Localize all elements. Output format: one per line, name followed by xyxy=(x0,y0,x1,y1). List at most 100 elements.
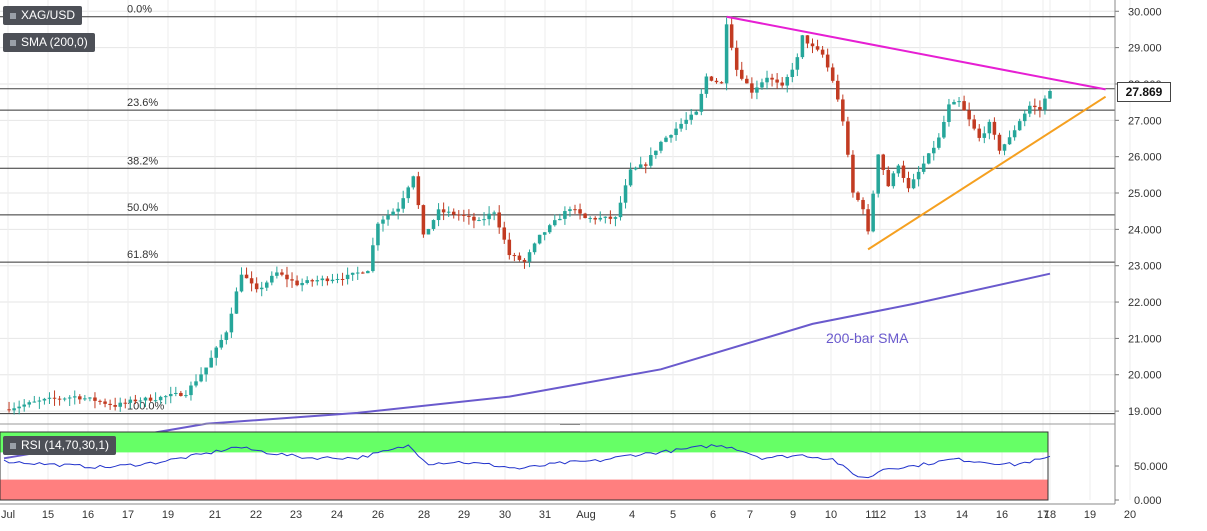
fib-level-label: 38.2% xyxy=(127,155,158,167)
candle-body xyxy=(745,78,749,84)
rsi-overbought-zone xyxy=(0,432,1048,453)
square-icon xyxy=(10,12,16,19)
y-tick-label: 22.000 xyxy=(1128,297,1162,309)
candle-body xyxy=(780,82,784,86)
candle-body xyxy=(911,179,916,189)
candle-body xyxy=(714,80,719,83)
candle-body xyxy=(153,400,158,402)
candle-body xyxy=(381,219,385,224)
candle-body xyxy=(568,209,572,212)
candle-body xyxy=(194,381,198,386)
symbol-chip[interactable]: XAG/USD xyxy=(3,6,83,25)
candle-body xyxy=(189,385,193,396)
candle-body xyxy=(770,77,774,80)
candle-body xyxy=(361,272,365,274)
candle-body xyxy=(386,215,390,220)
candle-body xyxy=(942,121,946,138)
candle-body xyxy=(982,133,987,138)
candle-body xyxy=(118,402,122,407)
candle-body xyxy=(67,397,72,399)
candle-body xyxy=(805,35,810,44)
candle-body xyxy=(664,137,668,142)
candle-body xyxy=(588,217,592,219)
x-tick-label: 12 xyxy=(874,509,886,521)
sma-chip[interactable]: SMA (200,0) xyxy=(3,33,95,52)
x-tick-label: Jul xyxy=(1,509,15,521)
candle-body xyxy=(547,225,552,233)
candle-body xyxy=(932,147,936,154)
last-price-label: 27.869 xyxy=(1117,82,1171,102)
candle-body xyxy=(209,357,213,368)
candle-body xyxy=(199,374,203,382)
candle-body xyxy=(1002,144,1007,151)
candle-body xyxy=(17,406,21,409)
candle-body xyxy=(108,403,112,406)
candle-body xyxy=(219,339,224,348)
support-trendline xyxy=(867,95,1107,251)
candle-body xyxy=(987,121,992,134)
candle-body xyxy=(103,401,107,404)
x-tick-label: 23 xyxy=(290,509,302,521)
x-tick-label: 11 xyxy=(865,509,876,521)
candle-body xyxy=(906,177,911,189)
candle-body xyxy=(462,214,466,216)
candle-body xyxy=(699,93,704,112)
candle-body xyxy=(325,278,330,282)
candle-body xyxy=(300,282,304,286)
candle-body xyxy=(633,167,638,170)
candle-body xyxy=(487,213,491,220)
candle-body xyxy=(113,405,117,407)
candle-body xyxy=(168,393,173,397)
candle-body xyxy=(148,397,153,401)
candle-body xyxy=(654,150,658,156)
rsi-oversold-zone xyxy=(0,479,1048,500)
candle-body xyxy=(93,397,97,401)
candle-body xyxy=(467,215,471,217)
candle-body xyxy=(1012,130,1017,138)
candle-body xyxy=(83,398,87,400)
candle-body xyxy=(1017,121,1022,131)
candle-body xyxy=(957,101,961,103)
y-tick-label: 26.000 xyxy=(1128,152,1162,164)
candle-body xyxy=(679,123,683,129)
candle-body xyxy=(158,396,163,401)
candle-body xyxy=(214,347,219,358)
candle-body xyxy=(593,217,597,220)
candle-body xyxy=(765,77,769,83)
y-tick-label: 23.000 xyxy=(1128,261,1162,273)
pane-resize-handle[interactable] xyxy=(560,424,580,432)
y-tick-label: 25.000 xyxy=(1128,188,1162,200)
candle-body xyxy=(472,216,476,221)
sma-annotation: 200-bar SMA xyxy=(826,330,909,346)
candle-body xyxy=(224,332,229,340)
candle-body xyxy=(800,35,805,58)
candle-body xyxy=(603,216,608,218)
candle-body xyxy=(431,220,436,229)
candle-body xyxy=(335,278,340,280)
x-tick-label: 28 xyxy=(418,509,430,521)
candle-body xyxy=(992,121,997,135)
candle-body xyxy=(810,43,815,47)
candle-body xyxy=(355,272,360,274)
candle-body xyxy=(244,274,249,279)
x-tick-label: 20 xyxy=(1124,509,1136,521)
candle-body xyxy=(42,398,47,401)
candle-body xyxy=(330,279,335,282)
candle-body xyxy=(310,280,315,282)
candle-body xyxy=(239,274,244,292)
candle-body xyxy=(305,280,309,283)
candle-body xyxy=(451,211,456,215)
candle-body xyxy=(724,24,729,84)
candle-body xyxy=(507,239,512,256)
x-tick-label: 31 xyxy=(539,509,551,521)
fib-level-label: 50.0% xyxy=(127,202,158,214)
rsi-chip[interactable]: RSI (14,70,30,1) xyxy=(3,436,117,455)
candle-body xyxy=(997,134,1002,151)
candle-body xyxy=(72,396,77,398)
candle-body xyxy=(264,282,269,288)
candle-body xyxy=(876,154,880,194)
x-tick-label: 6 xyxy=(710,509,716,521)
candle-body xyxy=(962,101,966,111)
candle-body xyxy=(1007,137,1012,145)
